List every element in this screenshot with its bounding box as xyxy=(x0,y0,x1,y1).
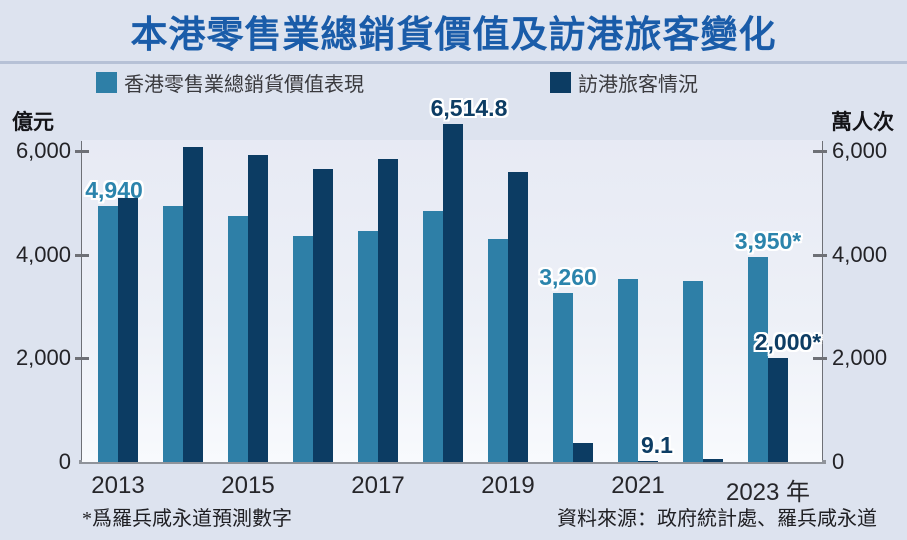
value-label-visitors-2018: 6,514.8 xyxy=(430,95,508,121)
bar-visitors-2017 xyxy=(378,159,398,462)
plot-area: 4,940 3,260 3,950* 6,514.8 9.1 2,000* 2013 2015… xyxy=(82,95,822,506)
bar-retail-2014 xyxy=(163,206,183,462)
legend-label-retail: 香港零售業總銷貨價值表現 xyxy=(124,73,364,96)
bar-retail-2021 xyxy=(618,279,638,462)
right-axis-tick xyxy=(813,254,827,257)
value-label-visitors-2021: 9.1 xyxy=(641,432,673,458)
x-axis-label-2023: 2023 年 xyxy=(725,479,811,506)
value-label-retail-2023: 3,950* xyxy=(734,228,802,254)
bar-visitors-2019 xyxy=(508,172,528,462)
bar-visitors-2018 xyxy=(443,124,463,462)
left-axis-tick-label: 6,000 xyxy=(15,138,71,163)
footnote-source: 資料來源：政府統計處、羅兵咸永道 xyxy=(557,508,877,530)
value-label-retail-2020: 3,260 xyxy=(539,264,597,290)
bar-retail-2020 xyxy=(553,293,573,462)
legend-item-visitors: 訪港旅客情況 xyxy=(550,71,698,96)
bar-visitors-2022 xyxy=(703,459,723,462)
bar-retail-2015 xyxy=(228,216,248,462)
value-label-retail-2013: 4,940 xyxy=(85,177,143,203)
left-axis-tick xyxy=(75,357,89,360)
retail-legend-swatch-icon xyxy=(96,71,117,93)
x-axis-baseline xyxy=(79,460,826,464)
left-axis-unit: 億元 xyxy=(12,111,54,134)
footnote-forecast-note: *爲羅兵咸永道預測數字 xyxy=(82,508,292,530)
bar-retail-2019 xyxy=(488,239,508,462)
bar-retail-2023 xyxy=(748,257,768,462)
left-axis-tick-label: 2,000 xyxy=(15,345,71,370)
right-axis-tick-label: 6,000 xyxy=(832,138,888,163)
left-axis-tick xyxy=(75,254,89,257)
x-axis-label-2017: 2017 xyxy=(351,472,405,499)
value-label-visitors-2023: 2,000* xyxy=(754,329,822,355)
right-axis-tick-label: 0 xyxy=(832,449,845,474)
page-title: 本港零售業總銷貨價值及訪港旅客變化 xyxy=(130,15,777,56)
right-axis-tick-label: 4,000 xyxy=(832,242,888,267)
legend-label-visitors: 訪港旅客情況 xyxy=(578,73,698,96)
bar-visitors-2016 xyxy=(313,169,333,462)
right-axis-tick-label: 2,000 xyxy=(832,345,888,370)
visitors-legend-swatch-icon xyxy=(550,71,571,93)
x-axis-label-2015: 2015 xyxy=(221,472,275,499)
bar-retail-2013 xyxy=(98,206,118,462)
left-axis-tick-label: 4,000 xyxy=(15,242,71,267)
legend-item-retail: 香港零售業總銷貨價值表現 xyxy=(96,71,364,96)
bar-visitors-2015 xyxy=(248,155,268,462)
x-axis-label-2019: 2019 xyxy=(481,472,535,499)
right-axis-tick xyxy=(813,150,827,153)
bar-retail-2022 xyxy=(683,281,703,462)
x-axis-label-2021: 2021 xyxy=(611,472,665,499)
bar-visitors-2014 xyxy=(183,147,203,462)
left-axis-tick xyxy=(75,150,89,153)
title-divider xyxy=(0,61,907,64)
left-axis-tick-label: 0 xyxy=(58,449,71,474)
bar-visitors-2023 xyxy=(768,358,788,462)
bar-visitors-2021 xyxy=(638,461,658,462)
bar-visitors-2020 xyxy=(573,443,593,462)
bar-visitors-2013 xyxy=(118,198,138,462)
x-axis-label-2013: 2013 xyxy=(91,472,145,499)
bar-retail-2018 xyxy=(423,211,443,462)
bar-retail-2016 xyxy=(293,236,313,462)
bar-retail-2017 xyxy=(358,231,378,462)
right-axis-tick xyxy=(813,357,827,360)
right-axis-unit: 萬人次 xyxy=(831,111,894,134)
